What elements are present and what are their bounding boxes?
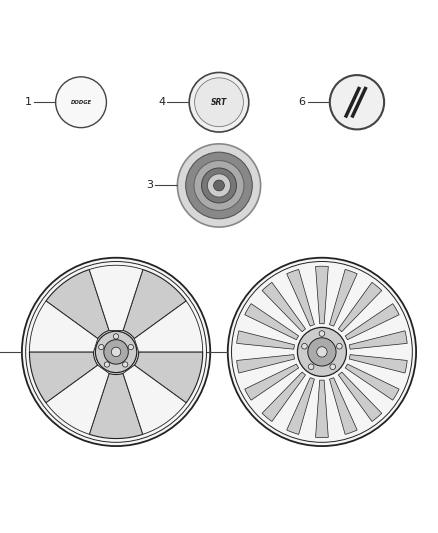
Polygon shape [345,364,399,400]
Polygon shape [287,377,314,434]
Polygon shape [315,380,328,438]
Text: 4: 4 [158,97,165,107]
Circle shape [128,344,134,350]
Polygon shape [287,269,314,326]
Polygon shape [237,354,295,373]
Circle shape [99,344,104,350]
Polygon shape [262,282,306,332]
Polygon shape [237,331,295,349]
Polygon shape [46,270,109,338]
Circle shape [22,258,210,446]
Polygon shape [134,352,203,403]
Circle shape [336,343,342,349]
Text: 6: 6 [299,97,306,107]
Circle shape [123,362,128,367]
Circle shape [177,144,261,227]
Circle shape [104,362,110,367]
Polygon shape [345,304,399,340]
Circle shape [297,327,346,376]
Circle shape [186,152,252,219]
Circle shape [308,338,336,366]
Polygon shape [349,331,407,349]
Circle shape [194,78,244,127]
Polygon shape [89,265,143,330]
Polygon shape [338,372,382,422]
Text: 5: 5 [197,347,204,357]
Polygon shape [123,365,186,434]
Circle shape [207,174,231,197]
Polygon shape [29,352,98,403]
Circle shape [104,340,128,364]
Polygon shape [315,266,328,324]
Circle shape [308,364,314,369]
Polygon shape [338,282,382,332]
Polygon shape [134,301,203,352]
Circle shape [319,330,325,336]
Circle shape [201,168,237,203]
Text: 3: 3 [146,181,153,190]
Circle shape [330,75,384,130]
Polygon shape [245,304,299,340]
Circle shape [56,77,106,128]
Circle shape [111,347,121,357]
Circle shape [113,334,119,339]
Text: 1: 1 [25,97,32,107]
Circle shape [317,347,327,357]
Polygon shape [123,270,186,338]
Circle shape [194,160,244,211]
Text: SRT: SRT [211,98,227,107]
Polygon shape [349,354,407,373]
Text: DODGE: DODGE [71,100,92,105]
Polygon shape [329,269,357,326]
Circle shape [228,258,416,446]
Circle shape [330,364,336,369]
Polygon shape [245,364,299,400]
Circle shape [189,72,249,132]
Circle shape [214,180,224,191]
Polygon shape [89,374,143,439]
Polygon shape [329,377,357,434]
Polygon shape [29,301,98,352]
Circle shape [95,331,137,373]
Circle shape [302,343,307,349]
Polygon shape [46,365,109,434]
Polygon shape [262,372,306,422]
